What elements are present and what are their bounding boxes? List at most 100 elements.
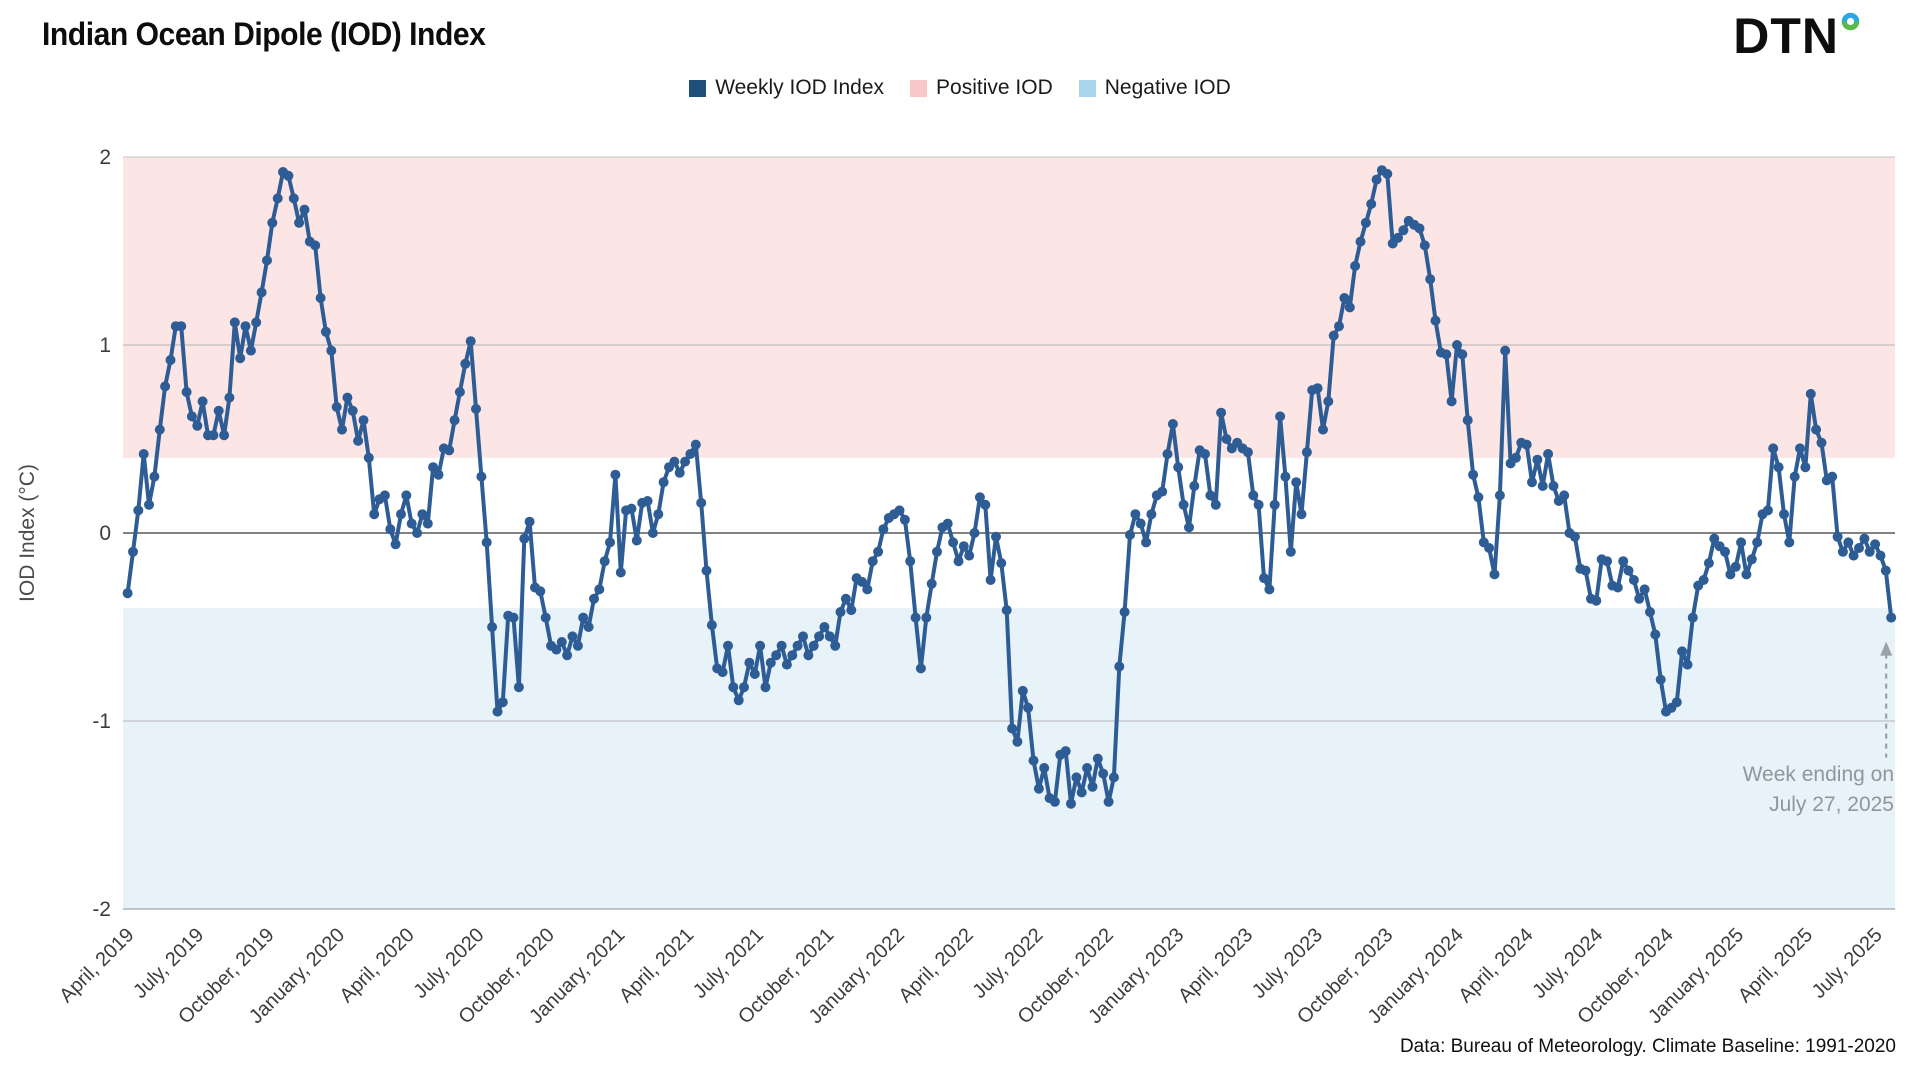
weekly-iod-point[interactable] [1527,477,1537,488]
weekly-iod-point[interactable] [181,387,192,397]
weekly-iod-point[interactable] [696,497,707,508]
weekly-iod-point[interactable] [1135,518,1146,529]
weekly-iod-point[interactable] [481,537,492,548]
weekly-iod-point[interactable] [256,287,267,298]
weekly-iod-point[interactable] [873,546,884,557]
weekly-iod-point[interactable] [717,667,728,678]
weekly-iod-point[interactable] [144,499,154,510]
weekly-iod-point[interactable] [1419,240,1430,251]
weekly-iod-point[interactable] [1800,462,1811,473]
weekly-iod-point[interactable] [1119,607,1130,617]
weekly-iod-point[interactable] [1854,543,1864,553]
weekly-iod-point[interactable] [326,345,337,356]
weekly-iod-point[interactable] [1650,629,1661,640]
weekly-iod-point[interactable] [1816,437,1827,448]
weekly-iod-point[interactable] [953,556,964,567]
weekly-iod-point[interactable] [138,449,149,459]
weekly-iod-point[interactable] [160,381,171,392]
weekly-iod-point[interactable] [824,631,835,642]
weekly-iod-point[interactable] [1752,537,1763,548]
weekly-iod-point[interactable] [680,456,691,467]
weekly-iod-point[interactable] [921,612,932,623]
weekly-iod-point[interactable] [192,420,203,431]
weekly-iod-point[interactable] [974,492,985,503]
weekly-iod-point[interactable] [1720,546,1730,557]
weekly-iod-point[interactable] [862,584,873,595]
weekly-iod-point[interactable] [1092,753,1103,764]
weekly-iod-point[interactable] [1398,225,1409,236]
weekly-iod-point[interactable] [1494,490,1505,501]
weekly-iod-point[interactable] [1682,659,1693,670]
weekly-iod-point[interactable] [245,345,256,356]
weekly-iod-point[interactable] [1028,755,1039,766]
weekly-iod-point[interactable] [1843,537,1854,548]
weekly-iod-point[interactable] [964,550,975,561]
weekly-iod-point[interactable] [1789,471,1800,482]
weekly-iod-point[interactable] [690,439,701,450]
weekly-iod-point[interactable] [1425,274,1436,285]
weekly-iod-point[interactable] [385,524,396,535]
weekly-iod-point[interactable] [1580,565,1591,576]
weekly-iod-point[interactable] [723,640,733,651]
weekly-iod-point[interactable] [213,405,224,416]
weekly-iod-point[interactable] [1730,561,1741,572]
weekly-iod-point[interactable] [337,424,347,435]
weekly-iod-point[interactable] [1784,537,1795,548]
weekly-iod-point[interactable] [792,640,803,651]
weekly-iod-point[interactable] [471,403,481,414]
weekly-iod-point[interactable] [1334,321,1344,332]
weekly-iod-point[interactable] [1339,293,1350,303]
weekly-iod-point[interactable] [1441,349,1452,360]
weekly-iod-point[interactable] [1532,454,1543,465]
weekly-iod-point[interactable] [465,336,476,347]
weekly-iod-point[interactable] [899,514,910,525]
weekly-iod-point[interactable] [1687,612,1698,623]
weekly-iod-point[interactable] [572,640,583,651]
weekly-iod-point[interactable] [835,607,846,617]
weekly-iod-point[interactable] [787,650,798,661]
weekly-iod-point[interactable] [1462,415,1473,426]
weekly-iod-point[interactable] [867,556,878,567]
weekly-iod-point[interactable] [1886,612,1897,623]
weekly-iod-point[interactable] [315,293,326,303]
weekly-iod-point[interactable] [288,193,299,204]
weekly-iod-point[interactable] [1157,486,1168,497]
weekly-iod-point[interactable] [460,358,471,369]
weekly-iod-point[interactable] [1827,471,1838,482]
weekly-iod-point[interactable] [1178,499,1189,510]
weekly-iod-point[interactable] [1141,537,1152,548]
weekly-iod-point[interactable] [1864,546,1875,557]
weekly-iod-point[interactable] [1645,607,1655,617]
weekly-iod-point[interactable] [197,396,208,407]
weekly-iod-point[interactable] [1510,452,1521,463]
weekly-iod-point[interactable] [808,640,819,651]
weekly-iod-point[interactable] [685,449,696,459]
weekly-iod-point[interactable] [1623,565,1634,576]
weekly-iod-point[interactable] [1859,533,1870,544]
weekly-iod-point[interactable] [744,657,755,668]
weekly-iod-point[interactable] [594,584,605,595]
weekly-iod-point[interactable] [369,509,380,520]
weekly-iod-point[interactable] [814,631,825,642]
weekly-iod-point[interactable] [433,469,444,480]
weekly-iod-point[interactable] [208,430,219,441]
legend-item-positive-iod[interactable]: Positive IOD [910,76,1053,100]
weekly-iod-point[interactable] [647,528,658,538]
weekly-iod-point[interactable] [1762,505,1773,516]
weekly-iod-point[interactable] [1805,388,1816,399]
weekly-iod-point[interactable] [412,528,423,538]
weekly-iod-point[interactable] [1382,168,1393,179]
weekly-iod-point[interactable] [235,353,246,364]
weekly-iod-point[interactable] [267,217,278,228]
weekly-iod-point[interactable] [1216,407,1227,418]
weekly-iod-point[interactable] [1634,593,1645,604]
weekly-iod-point[interactable] [1489,569,1500,580]
weekly-iod-point[interactable] [1184,522,1194,533]
weekly-iod-point[interactable] [1205,490,1216,501]
weekly-iod-point[interactable] [390,539,401,550]
weekly-iod-point[interactable] [1602,556,1613,567]
weekly-iod-point[interactable] [1167,419,1178,429]
weekly-iod-point[interactable] [449,415,460,426]
weekly-iod-point[interactable] [701,565,712,576]
